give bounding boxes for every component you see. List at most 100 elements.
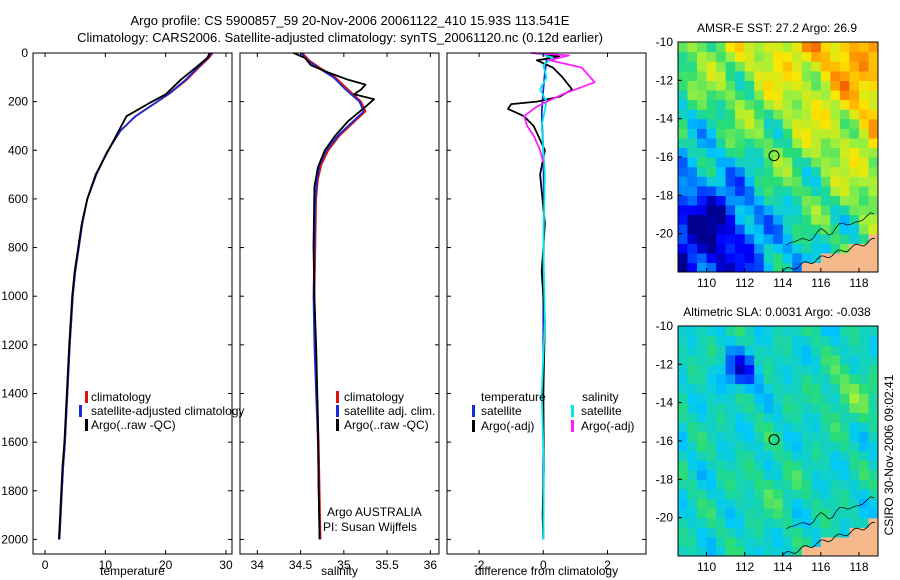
- field-cell: [839, 128, 850, 139]
- series-line-climatology: [58, 52, 214, 540]
- field-cell: [678, 262, 689, 272]
- field-cell: [811, 335, 822, 346]
- field-cell: [801, 373, 812, 385]
- field-cell: [716, 393, 727, 404]
- field-cell: [744, 469, 755, 480]
- field-cell: [782, 460, 793, 471]
- field-cell: [735, 70, 746, 81]
- field-cell: [820, 469, 831, 480]
- field-cell: [725, 157, 736, 168]
- field-cell: [820, 527, 831, 538]
- field-cell: [697, 508, 708, 519]
- field-cell: [792, 421, 803, 432]
- field-cell: [849, 421, 860, 432]
- land-cell: [839, 536, 850, 547]
- field-cell: [744, 70, 755, 81]
- field-cell: [792, 147, 803, 158]
- field-cell: [801, 204, 812, 216]
- salinity-x-axis-label: salinity: [321, 564, 358, 578]
- field-cell: [678, 195, 689, 206]
- field-cell: [811, 326, 822, 337]
- field-cell: [678, 402, 689, 413]
- field-cell: [849, 118, 860, 129]
- field-cell: [820, 157, 831, 168]
- field-cell: [849, 109, 860, 120]
- field-cell: [849, 61, 860, 72]
- field-cell: [792, 373, 803, 385]
- field-cell: [792, 488, 803, 500]
- field-cell: [735, 441, 746, 452]
- field-cell: [697, 546, 708, 556]
- y-tick-label: -18: [656, 188, 674, 202]
- field-cell: [687, 450, 698, 461]
- x-tick-label: 116: [811, 560, 830, 574]
- field-cell: [725, 441, 736, 452]
- land-cell: [839, 546, 850, 556]
- field-cell: [859, 51, 870, 62]
- field-cell: [744, 214, 755, 225]
- field-cell: [763, 99, 774, 110]
- field-cell: [735, 431, 746, 442]
- difference-x-axis-label: difference from climatology: [475, 564, 618, 578]
- field-cell: [678, 42, 689, 53]
- field-cell: [687, 364, 698, 375]
- field-cell: [839, 233, 850, 244]
- field-cell: [725, 517, 736, 528]
- field-cell: [725, 345, 736, 356]
- field-cell: [830, 147, 841, 158]
- field-cell: [792, 469, 803, 480]
- land-cell: [820, 252, 831, 263]
- field-cell: [706, 204, 717, 216]
- field-cell: [792, 176, 803, 187]
- field-cell: [678, 469, 689, 480]
- field-cell: [716, 137, 727, 148]
- field-cell: [754, 42, 765, 53]
- field-cell: [868, 469, 878, 480]
- field-cell: [782, 137, 793, 148]
- field-cell: [849, 176, 860, 187]
- field-cell: [716, 51, 727, 62]
- field-cell: [773, 354, 784, 365]
- sla-map-title: Altimetric SLA: 0.0031 Argo: -0.038: [683, 305, 871, 319]
- field-cell: [849, 517, 860, 528]
- field-cell: [820, 364, 831, 375]
- field-cell: [811, 450, 822, 461]
- field-cell: [725, 383, 736, 394]
- field-cell: [801, 431, 812, 442]
- field-cell: [706, 99, 717, 110]
- field-cell: [725, 479, 736, 490]
- field-cell: [706, 536, 717, 547]
- field-cell: [801, 412, 812, 423]
- x-tick-label: 30: [219, 558, 233, 572]
- field-cell: [782, 70, 793, 81]
- field-cell: [725, 109, 736, 120]
- field-cell: [801, 252, 812, 263]
- field-cell: [830, 118, 841, 129]
- field-cell: [716, 517, 727, 528]
- field-cell: [697, 469, 708, 480]
- field-cell: [735, 214, 746, 225]
- field-cell: [811, 373, 822, 385]
- field-cell: [687, 61, 698, 72]
- field-cell: [868, 204, 878, 216]
- field-cell: [839, 109, 850, 120]
- field-cell: [773, 214, 784, 225]
- field-cell: [792, 345, 803, 356]
- field-cell: [735, 42, 746, 53]
- field-cell: [820, 51, 831, 62]
- field-cell: [735, 469, 746, 480]
- field-cell: [830, 166, 841, 177]
- field-cell: [706, 488, 717, 500]
- field-cell: [697, 195, 708, 206]
- field-cell: [687, 176, 698, 187]
- field-cell: [763, 383, 774, 394]
- field-cell: [706, 70, 717, 81]
- field-cell: [868, 326, 878, 337]
- field-cell: [687, 431, 698, 442]
- x-tick-label: 0: [540, 558, 547, 572]
- field-cell: [754, 412, 765, 423]
- field-cell: [849, 214, 860, 225]
- field-cell: [754, 508, 765, 519]
- field-cell: [706, 243, 717, 254]
- field-cell: [792, 262, 803, 272]
